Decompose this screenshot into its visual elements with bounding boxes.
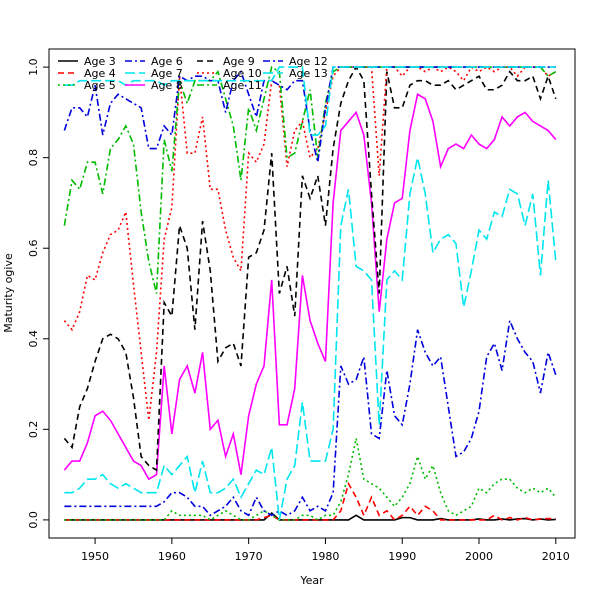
series-line-age-5 bbox=[64, 438, 557, 521]
legend-label: Age 10 bbox=[223, 67, 262, 80]
series-line-age-8 bbox=[63, 93, 557, 481]
series-line-age-7 bbox=[64, 157, 557, 521]
x-tick-label: 1980 bbox=[311, 550, 339, 563]
legend-label: Age 7 bbox=[151, 67, 183, 80]
y-tick-label: 0.2 bbox=[27, 421, 40, 439]
x-tick-label: 1990 bbox=[388, 550, 416, 563]
y-axis-title: Maturity ogive bbox=[2, 253, 15, 333]
legend-label: Age 4 bbox=[84, 67, 116, 80]
y-tick-label: 1.0 bbox=[27, 58, 40, 76]
series-line-age-11 bbox=[63, 65, 557, 294]
legend-label: Age 12 bbox=[289, 55, 328, 68]
y-tick-label: 0.4 bbox=[27, 330, 40, 348]
y-axis: 0.0 0.2 0.4 0.6 0.8 1.0 bbox=[27, 58, 49, 529]
series-line-age-6 bbox=[64, 317, 557, 517]
series-layer bbox=[63, 65, 557, 521]
legend-label: Age 5 bbox=[84, 79, 116, 92]
legend-label: Age 8 bbox=[151, 79, 183, 92]
y-tick-label: 0.6 bbox=[27, 239, 40, 257]
x-tick-label: 1950 bbox=[81, 550, 109, 563]
y-tick-label: 0.8 bbox=[27, 149, 40, 167]
series-line-age-3 bbox=[64, 512, 556, 521]
x-tick-label: 2010 bbox=[542, 550, 570, 563]
legend-label: Age 9 bbox=[223, 55, 255, 68]
legend-label: Age 3 bbox=[84, 55, 116, 68]
series-line-age-10 bbox=[63, 66, 557, 421]
x-axis: 1950 1960 1970 1980 1990 2000 2010 bbox=[81, 538, 570, 563]
plot-frame bbox=[48, 48, 576, 539]
legend-label: Age 6 bbox=[151, 55, 183, 68]
series-line-age-9 bbox=[63, 65, 557, 472]
series-line-age-13 bbox=[64, 66, 556, 136]
x-tick-label: 2000 bbox=[465, 550, 493, 563]
x-axis-title: Year bbox=[299, 574, 324, 587]
legend-label: Age 11 bbox=[223, 79, 262, 92]
y-tick-label: 0.0 bbox=[27, 511, 40, 529]
legend-label: Age 13 bbox=[289, 67, 328, 80]
x-tick-label: 1970 bbox=[235, 550, 263, 563]
x-tick-label: 1960 bbox=[158, 550, 186, 563]
